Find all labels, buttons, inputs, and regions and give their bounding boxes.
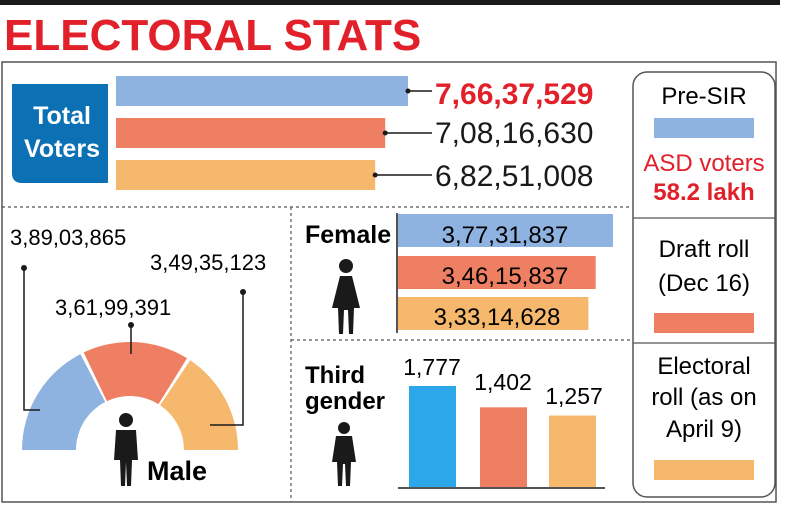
female-bars <box>398 214 613 330</box>
male-segment-pre-sir <box>22 354 106 450</box>
total-voters-value-final: 6,82,51,008 <box>435 160 593 193</box>
third-gender-value-pre-sir: 1,777 <box>403 354 461 380</box>
total-voters-label-1: Total <box>33 102 91 130</box>
legend-asd-line1: ASD voters <box>643 150 764 177</box>
third-gender-icon <box>332 422 356 486</box>
total-voters-box <box>12 84 108 183</box>
third-gender-label-1: Third <box>305 362 365 389</box>
female-value-pre-sir: 3,77,31,837 <box>442 222 569 249</box>
male-leader-dot-pre-sir <box>21 265 27 271</box>
male-segment-final <box>160 360 239 450</box>
total-voters-bars <box>116 76 432 190</box>
third-gender-value-final: 1,257 <box>545 383 603 409</box>
male-leader-pre-sir <box>23 268 40 411</box>
female-bar-final <box>398 297 589 330</box>
male-segment-draft <box>83 341 187 405</box>
third-gender-bar-draft <box>480 407 527 487</box>
male-value-draft: 3,61,99,391 <box>55 295 171 320</box>
legend-final-line2: roll (as on <box>651 384 756 411</box>
third-gender-value-draft: 1,402 <box>474 369 532 395</box>
total-voters-bar-draft <box>116 118 386 148</box>
female-label: Female <box>305 221 391 249</box>
legend-final-line1: Electoral <box>657 353 750 380</box>
male-gauge <box>21 265 246 450</box>
female-value-draft: 3,46,15,837 <box>442 263 569 290</box>
third-gender-bar-pre-sir <box>409 386 456 487</box>
total-voters-value-pre-sir: 7,66,37,529 <box>435 78 593 111</box>
male-leader-final <box>210 292 244 426</box>
legend-swatch-pre-sir <box>654 118 754 138</box>
total-voters-value-draft: 7,08,16,630 <box>435 117 593 150</box>
total-voters-leader-dot-pre-sir <box>405 88 411 94</box>
legend-asd-line2: 58.2 lakh <box>653 179 754 206</box>
female-icon <box>332 259 360 334</box>
legend-draft-line2: (Dec 16) <box>658 270 750 297</box>
male-value-pre-sir: 3,89,03,865 <box>10 225 126 250</box>
male-leader-dot-final <box>240 289 246 295</box>
legend-panel <box>632 71 776 498</box>
female-bar-draft <box>398 256 596 289</box>
legend-final-line3: April 9) <box>666 416 742 443</box>
total-voters-label-2: Voters <box>24 135 100 163</box>
top-rule <box>0 0 780 5</box>
legend-pre-sir: Pre-SIR <box>661 83 746 110</box>
third-gender-bars <box>409 386 596 487</box>
female-value-final: 3,33,14,628 <box>434 304 561 331</box>
male-leader-dot-draft <box>128 322 134 328</box>
male-icon <box>114 413 138 486</box>
legend-swatch-final <box>654 460 754 480</box>
male-label: Male <box>147 456 207 486</box>
female-bar-pre-sir <box>398 214 613 247</box>
legend-draft-line1: Draft roll <box>659 236 750 263</box>
legend-swatch-draft <box>654 313 754 333</box>
third-gender-label-2: gender <box>305 388 385 415</box>
total-voters-leader-dot-final <box>372 172 378 178</box>
total-voters-leader-dot-draft <box>382 130 388 136</box>
total-voters-bar-final <box>116 160 376 190</box>
outer-frame <box>1 61 777 503</box>
male-value-final: 3,49,35,123 <box>150 250 266 275</box>
third-gender-bar-final <box>549 415 596 487</box>
total-voters-bar-pre-sir <box>116 76 408 106</box>
page-title: ELECTORAL STATS <box>4 11 421 60</box>
